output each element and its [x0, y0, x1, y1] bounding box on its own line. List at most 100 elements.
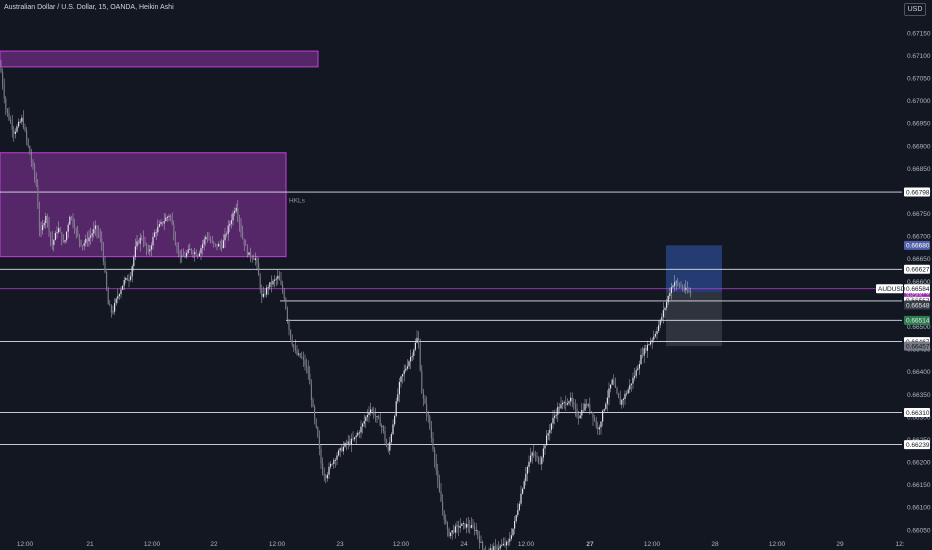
candle-body [610, 384, 612, 389]
candle-body [565, 402, 567, 405]
candle-body [654, 334, 656, 337]
candle-body [264, 293, 266, 295]
candle-body [314, 406, 316, 419]
x-tick-label: 12:00 [644, 541, 661, 548]
candle-body [302, 357, 304, 360]
candle-body [219, 244, 221, 246]
candle-body [563, 402, 565, 403]
y-tick-label: 0.66350 [907, 392, 931, 399]
candle-body [242, 232, 244, 239]
candle-body [466, 524, 468, 528]
candle-body [570, 397, 572, 402]
extra-price-label-bg [904, 315, 930, 325]
candle-body [307, 367, 309, 374]
candle-body [182, 255, 184, 257]
candle-body [520, 493, 522, 504]
candle-body [301, 357, 303, 358]
position-stop-zone [666, 292, 722, 347]
candle-body [293, 344, 295, 348]
candle-body [666, 302, 668, 308]
candle-body [445, 519, 447, 524]
candle-body [374, 415, 376, 417]
candle-body [16, 126, 18, 132]
candle-body [338, 450, 340, 456]
candle-body [667, 296, 669, 303]
candle-body [232, 213, 234, 221]
candle-body [306, 365, 308, 368]
candle-body [342, 446, 344, 452]
candle-body [13, 129, 15, 134]
candle-body [640, 354, 642, 365]
candle-body [386, 440, 388, 447]
candle-body [91, 233, 93, 236]
candle-body [531, 452, 533, 456]
candle-body [546, 435, 548, 446]
candle-body [139, 237, 141, 244]
candle-body [499, 545, 501, 549]
candle-body [490, 548, 492, 550]
candle-body [598, 427, 600, 430]
candle-body [200, 248, 202, 254]
position-target-zone [666, 245, 722, 293]
candle-body [237, 207, 239, 217]
candle-body [467, 524, 469, 527]
candle-body [202, 244, 204, 249]
candle-body [614, 384, 616, 388]
candle-body [320, 448, 322, 464]
candle-body [402, 374, 404, 377]
candle-body [645, 348, 647, 351]
candle-body [501, 545, 503, 546]
candle-body [597, 426, 599, 430]
candle-body [218, 244, 220, 247]
candle-body [448, 529, 450, 537]
candle-body [682, 286, 684, 289]
candle-body [155, 232, 157, 233]
candle-body [600, 421, 602, 428]
candle-body [390, 434, 392, 443]
candle-body [552, 417, 554, 424]
candle-body [574, 405, 576, 409]
candle-body [230, 220, 232, 224]
candle-body [450, 532, 452, 537]
candle-body [442, 501, 444, 511]
stop-price-label: 0.66457 [906, 343, 930, 350]
candle-body [278, 275, 280, 281]
candle-body [664, 307, 666, 311]
candle-body [429, 416, 431, 429]
candle-body [226, 233, 228, 235]
candle-body [608, 388, 610, 398]
candle-body [381, 425, 383, 427]
candle-body [158, 224, 160, 227]
currency-button[interactable]: USD [904, 3, 926, 16]
candle-body [109, 304, 111, 306]
zone-label: HKLs [289, 197, 306, 204]
candle-body [205, 236, 207, 240]
candle-body [174, 236, 176, 245]
candle-body [149, 249, 151, 252]
x-tick-label: 29 [836, 541, 844, 548]
candle-body [261, 289, 263, 297]
candle-body [558, 406, 560, 409]
long-position-tool[interactable] [666, 245, 722, 347]
countdown-label: 09:53 [906, 295, 923, 302]
candle-body [392, 424, 394, 435]
candle-body [547, 433, 549, 436]
candle-body [395, 401, 397, 416]
candle-body [341, 448, 343, 452]
candle-body [333, 460, 335, 464]
candle-body [525, 473, 527, 482]
candle-body [136, 241, 138, 247]
candle-body [446, 523, 448, 530]
price-axis[interactable]: 0.67150 0.67100 0.67050 0.67000 0.66950 0.669… [907, 30, 931, 534]
candle-body [373, 410, 375, 416]
candle-body [477, 530, 479, 536]
candle-body [594, 418, 596, 421]
candle-body [120, 289, 122, 295]
candle-body [117, 296, 119, 299]
candle-body [253, 258, 255, 260]
x-tick-label: 12:00 [269, 541, 286, 548]
candle-body [216, 243, 218, 247]
candle-body [93, 229, 95, 234]
time-axis[interactable]: 12:00 21 12:00 22 12:00 23 12:00 24 12:00 27 12:00… [17, 541, 905, 548]
